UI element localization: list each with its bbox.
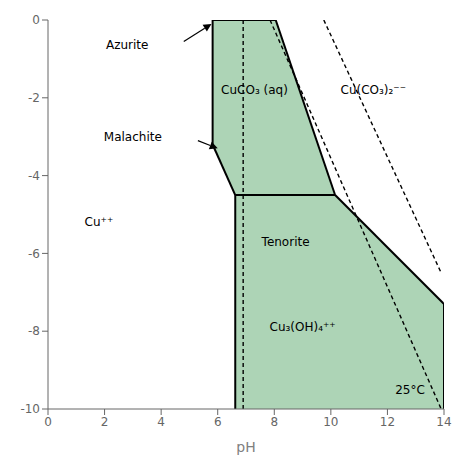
svg-text:Cu⁺⁺: Cu⁺⁺: [85, 215, 114, 229]
svg-text:-2: -2: [28, 91, 40, 105]
svg-text:12: 12: [380, 415, 395, 429]
svg-text:CuCO₃ (aq): CuCO₃ (aq): [221, 83, 288, 97]
svg-text:Cu(CO₃)₂⁻⁻: Cu(CO₃)₂⁻⁻: [341, 83, 406, 97]
svg-text:4: 4: [157, 415, 165, 429]
svg-text:Malachite: Malachite: [104, 130, 162, 144]
svg-text:8: 8: [270, 415, 278, 429]
svg-text:Cu₃(OH)₄⁺⁺: Cu₃(OH)₄⁺⁺: [270, 320, 336, 334]
svg-text:-8: -8: [28, 324, 40, 338]
svg-text:6: 6: [214, 415, 222, 429]
svg-text:-10: -10: [20, 402, 40, 416]
svg-text:Azurite: Azurite: [106, 38, 148, 52]
svg-text:Tenorite: Tenorite: [261, 235, 310, 249]
svg-text:10: 10: [323, 415, 338, 429]
svg-text:14: 14: [436, 415, 451, 429]
svg-text:2: 2: [101, 415, 109, 429]
svg-text:0: 0: [44, 415, 52, 429]
svg-text:25°C: 25°C: [395, 383, 425, 397]
svg-text:0: 0: [32, 13, 40, 27]
svg-text:-6: -6: [28, 247, 40, 261]
svg-text:-4: -4: [28, 169, 40, 183]
svg-text:pH: pH: [236, 439, 255, 455]
